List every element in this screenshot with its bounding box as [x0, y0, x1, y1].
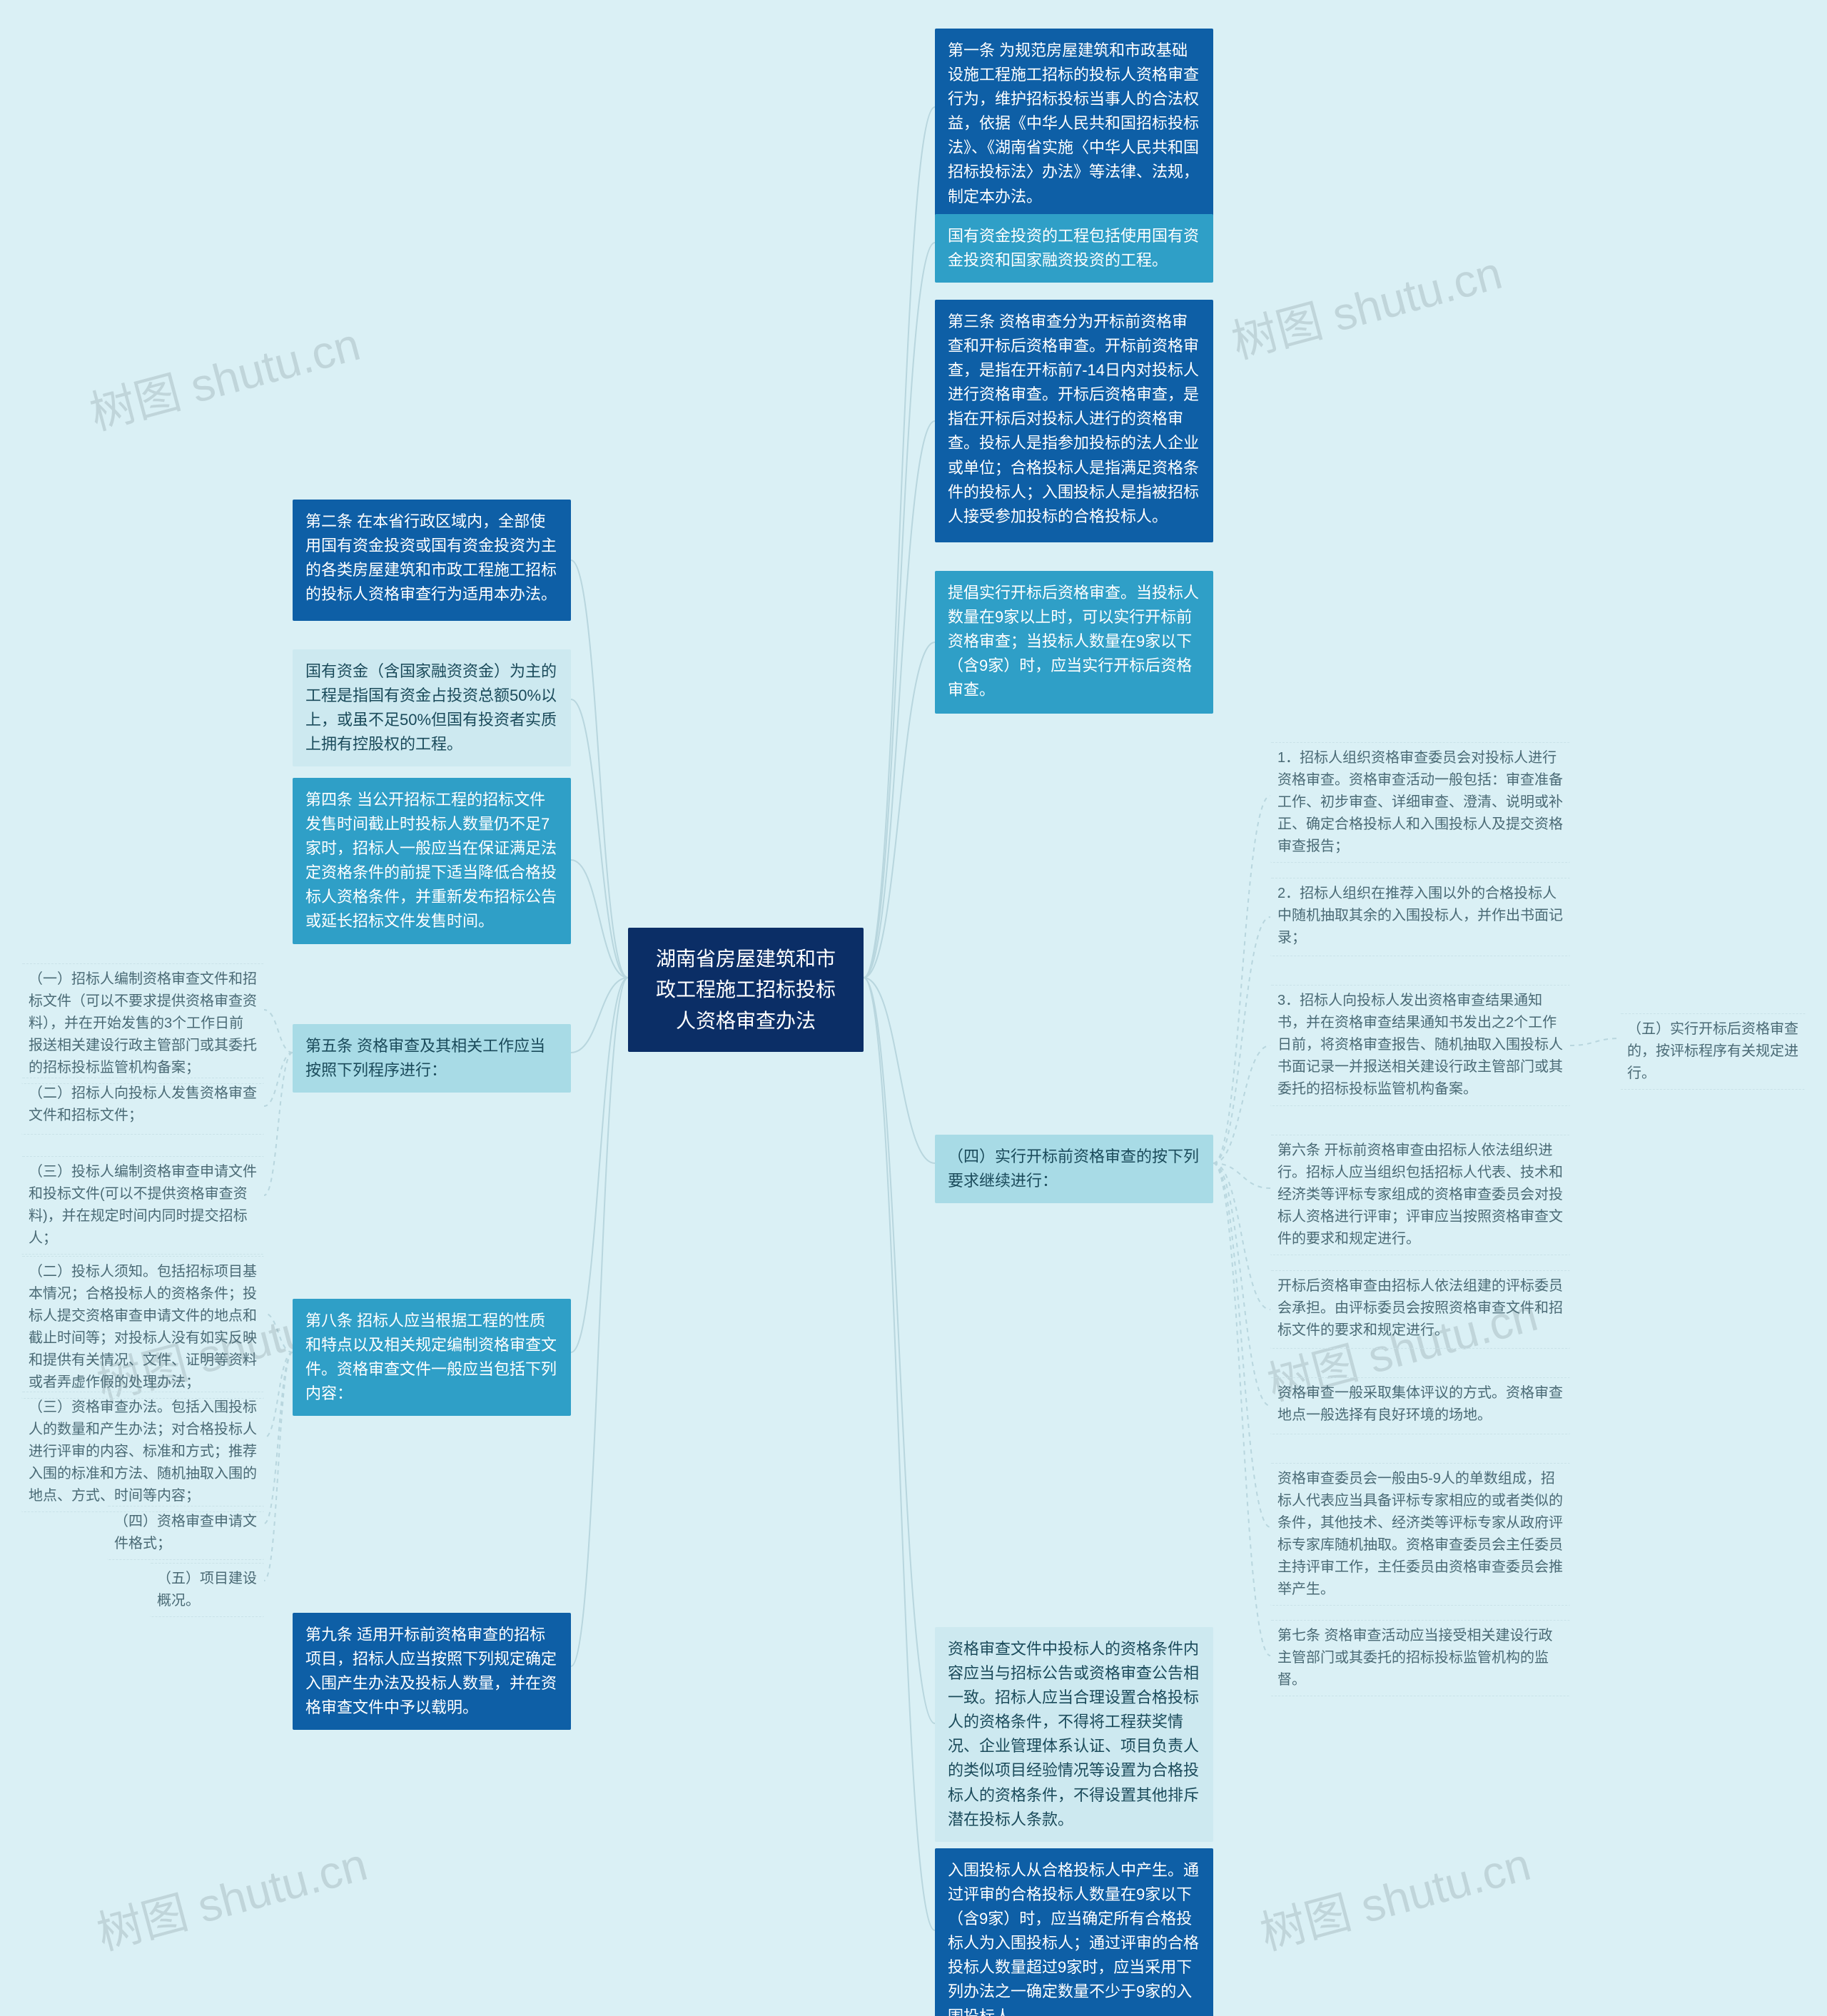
- node-l5c2: （三）资格审查办法。包括入围投标人的数量和产生办法；对合格投标人进行评审的内容、…: [21, 1392, 264, 1512]
- node-r5: （四）实行开标前资格审查的按下列要求继续进行：: [935, 1135, 1213, 1203]
- watermark-5: 树图 shutu.cn: [1252, 1828, 1537, 1962]
- node-l4c1: （一）招标人编制资格审查文件和招标文件（可以不要求提供资格审查资料），并在开始发…: [21, 963, 264, 1084]
- node-l4c2: （二）招标人向投标人发售资格审查文件和招标文件；: [21, 1078, 264, 1135]
- node-r4: 提倡实行开标后资格审查。当投标人数量在9家以上时，可以实行开标前资格审查；当投标…: [935, 571, 1213, 714]
- node-r5c3: 3．招标人向投标人发出资格审查结果通知书，并在资格审查结果通知书发出之2个工作日…: [1270, 985, 1570, 1106]
- node-r5c4: 第六条 开标前资格审查由招标人依法组织进行。招标人应当组织包括招标人代表、技术和…: [1270, 1135, 1570, 1255]
- watermark-4: 树图 shutu.cn: [89, 1828, 373, 1962]
- node-r5c3a: （五）实行开标后资格审查的，按评标程序有关规定进行。: [1620, 1013, 1806, 1090]
- node-l2: 国有资金（含国家融资资金）为主的工程是指国有资金占投资总额50%以上，或虽不足5…: [293, 649, 571, 766]
- node-r6: 资格审查文件中投标人的资格条件内容应当与招标公告或资格审查公告相一致。招标人应当…: [935, 1627, 1213, 1842]
- node-r5c7: 资格审查委员会一般由5-9人的单数组成，招标人代表应当具备评标专家相应的或者类似…: [1270, 1463, 1570, 1606]
- node-l5: 第八条 招标人应当根据工程的性质和特点以及相关规定编制资格审查文件。资格审查文件…: [293, 1299, 571, 1416]
- node-r5c6: 资格审查一般采取集体评议的方式。资格审查地点一般选择有良好环境的场地。: [1270, 1377, 1570, 1434]
- node-l5c1: （二）投标人须知。包括招标项目基本情况；合格投标人的资格条件；投标人提交资格审查…: [21, 1256, 264, 1399]
- watermark-0: 树图 shutu.cn: [82, 308, 366, 442]
- node-l4c3: （三）投标人编制资格审查申请文件和投标文件(可以不提供资格审查资料)，并在规定时…: [21, 1156, 264, 1255]
- node-r1: 第一条 为规范房屋建筑和市政基础设施工程施工招标的投标人资格审查行为，维护招标投…: [935, 29, 1213, 219]
- mindmap-stage: 树图 shutu.cn 树图 shutu.cn 树图 shutu.cn 树图 shut…: [0, 0, 1827, 2016]
- node-r2: 国有资金投资的工程包括使用国有资金投资和国家融资投资的工程。: [935, 214, 1213, 283]
- node-root: 湖南省房屋建筑和市政工程施工招标投标人资格审查办法: [628, 928, 864, 1052]
- node-l6: 第九条 适用开标前资格审查的招标项目，招标人应当按照下列规定确定入围产生办法及投…: [293, 1613, 571, 1730]
- node-r5c2: 2．招标人组织在推荐入围以外的合格投标人中随机抽取其余的入围投标人，并作出书面记…: [1270, 878, 1570, 956]
- node-l3: 第四条 当公开招标工程的招标文件发售时间截止时投标人数量仍不足7家时，招标人一般…: [293, 778, 571, 944]
- node-l1: 第二条 在本省行政区域内，全部使用国有资金投资或国有资金投资为主的各类房屋建筑和…: [293, 500, 571, 621]
- node-l5c4: （五）项目建设概况。: [150, 1563, 264, 1617]
- watermark-1: 树图 shutu.cn: [1224, 236, 1508, 371]
- node-l5c3: （四）资格审查申请文件格式；: [107, 1506, 264, 1560]
- node-r5c1: 1．招标人组织资格审查委员会对投标人进行资格审查。资格审查活动一般包括：审查准备…: [1270, 742, 1570, 863]
- node-r7: 入围投标人从合格投标人中产生。通过评审的合格投标人数量在9家以下（含9家）时，应…: [935, 1848, 1213, 2016]
- node-r5c5: 开标后资格审查由招标人依法组建的评标委员会承担。由评标委员会按照资格审查文件和招…: [1270, 1270, 1570, 1349]
- node-r3: 第三条 资格审查分为开标前资格审查和开标后资格审查。开标前资格审查，是指在开标前…: [935, 300, 1213, 542]
- node-r5c8: 第七条 资格审查活动应当接受相关建设行政主管部门或其委托的招标投标监管机构的监督…: [1270, 1620, 1570, 1696]
- node-l4: 第五条 资格审查及其相关工作应当按照下列程序进行：: [293, 1024, 571, 1093]
